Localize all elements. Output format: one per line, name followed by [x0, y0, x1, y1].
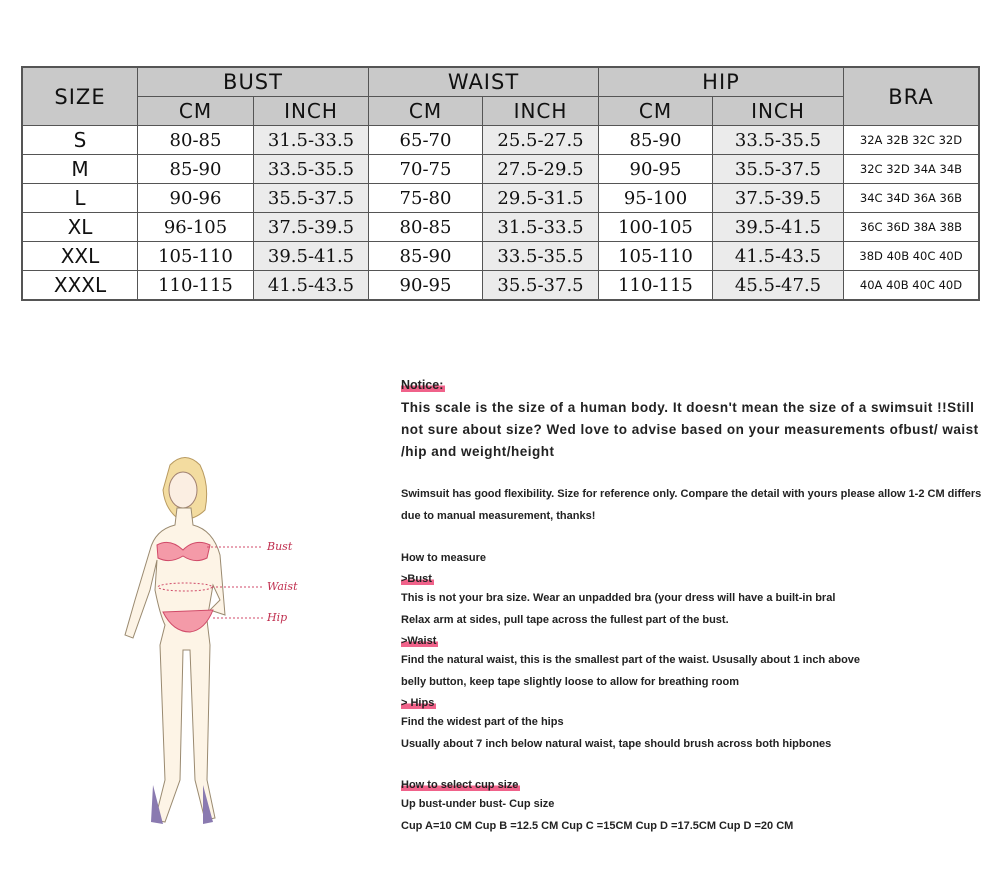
- cell-size: XL: [21, 212, 138, 242]
- size-notes: Notice: This scale is the size of a huma…: [401, 376, 991, 837]
- cell-waist-in: 25.5-27.5: [482, 125, 599, 155]
- cell-bust-in: 37.5-39.5: [253, 212, 369, 242]
- flexibility-text: Swimsuit has good flexibility. Size for …: [401, 488, 982, 522]
- cell-hip-cm: 110-115: [598, 270, 713, 301]
- cell-bra: 34C 34D 36A 36B: [843, 183, 980, 213]
- header-size: SIZE: [21, 66, 138, 126]
- subheader-cm: CM: [368, 96, 483, 126]
- cell-bra: 40A 40B 40C 40D: [843, 270, 980, 301]
- header-bra: BRA: [843, 66, 980, 126]
- cell-hip-cm: 85-90: [598, 125, 713, 155]
- cup-size-title: How to select cup size: [401, 779, 521, 791]
- cell-size: S: [21, 125, 138, 155]
- cell-hip-in: 45.5-47.5: [712, 270, 844, 301]
- waist-title: >Waist: [401, 635, 439, 647]
- cell-hip-cm: 95-100: [598, 183, 713, 213]
- hips-line-2: Usually about 7 inch below natural waist…: [401, 738, 832, 750]
- bust-label: Bust: [266, 540, 293, 553]
- cell-waist-in: 33.5-35.5: [482, 241, 599, 271]
- waist-line-2: belly button, keep tape slightly loose t…: [401, 676, 739, 688]
- size-chart-table: SIZE BUST WAIST HIP BRA CM INCH CM INCH …: [21, 66, 980, 301]
- cell-hip-in: 41.5-43.5: [712, 241, 844, 271]
- subheader-cm: CM: [137, 96, 254, 126]
- cell-bra: 32C 32D 34A 34B: [843, 154, 980, 184]
- table-row: XXXL 110-115 41.5-43.5 90-95 35.5-37.5 110-11…: [21, 270, 980, 301]
- hip-label: Hip: [266, 611, 287, 624]
- cell-bust-cm: 96-105: [137, 212, 254, 242]
- how-to-measure-heading: How to measure: [401, 552, 486, 564]
- cell-hip-cm: 105-110: [598, 241, 713, 271]
- cell-hip-cm: 100-105: [598, 212, 713, 242]
- bust-title: >Bust: [401, 573, 434, 585]
- cell-hip-in: 37.5-39.5: [712, 183, 844, 213]
- cell-waist-cm: 75-80: [368, 183, 483, 213]
- subheader-inch: INCH: [253, 96, 369, 126]
- notice-title: Notice:: [401, 378, 446, 392]
- cell-waist-in: 27.5-29.5: [482, 154, 599, 184]
- cell-bust-cm: 110-115: [137, 270, 254, 301]
- cell-waist-cm: 85-90: [368, 241, 483, 271]
- header-hip: HIP: [598, 66, 844, 97]
- cell-bust-in: 31.5-33.5: [253, 125, 369, 155]
- cell-size: L: [21, 183, 138, 213]
- cell-waist-in: 35.5-37.5: [482, 270, 599, 301]
- cell-hip-cm: 90-95: [598, 154, 713, 184]
- waist-line-1: Find the natural waist, this is the smal…: [401, 654, 861, 666]
- cell-size: XXXL: [21, 270, 138, 301]
- cell-bust-cm: 90-96: [137, 183, 254, 213]
- cell-hip-in: 35.5-37.5: [712, 154, 844, 184]
- header-bust: BUST: [137, 66, 369, 97]
- cell-bra: 32A 32B 32C 32D: [843, 125, 980, 155]
- cell-bust-cm: 105-110: [137, 241, 254, 271]
- cell-size: XXL: [21, 241, 138, 271]
- cell-waist-in: 31.5-33.5: [482, 212, 599, 242]
- subheader-inch: INCH: [712, 96, 844, 126]
- cell-bra: 36C 36D 38A 38B: [843, 212, 980, 242]
- cell-bust-in: 35.5-37.5: [253, 183, 369, 213]
- bust-line-1: This is not your bra size. Wear an unpad…: [401, 592, 836, 604]
- cell-bust-in: 39.5-41.5: [253, 241, 369, 271]
- notice-text: This scale is the size of a human body. …: [401, 400, 979, 459]
- table-row: L 90-96 35.5-37.5 75-80 29.5-31.5 95-100 37.5-…: [21, 183, 980, 213]
- cell-waist-in: 29.5-31.5: [482, 183, 599, 213]
- cell-waist-cm: 80-85: [368, 212, 483, 242]
- cell-bust-in: 33.5-35.5: [253, 154, 369, 184]
- hips-line-1: Find the widest part of the hips: [401, 716, 564, 728]
- subheader-inch: INCH: [482, 96, 599, 126]
- woman-figure-illustration: Bust Waist Hip: [124, 457, 298, 824]
- cup-line-2: Cup A=10 CM Cup B =12.5 CM Cup C =15CM C…: [401, 820, 794, 832]
- table-row: XL 96-105 37.5-39.5 80-85 31.5-33.5 100-105 39…: [21, 212, 980, 242]
- header-waist: WAIST: [368, 66, 599, 97]
- cell-waist-cm: 70-75: [368, 154, 483, 184]
- bust-line-2: Relax arm at sides, pull tape across the…: [401, 614, 729, 626]
- body-measurement-figure: Bust Waist Hip: [95, 450, 325, 844]
- cell-hip-in: 33.5-35.5: [712, 125, 844, 155]
- cell-bust-cm: 85-90: [137, 154, 254, 184]
- hips-title: > Hips: [401, 697, 437, 709]
- cell-waist-cm: 65-70: [368, 125, 483, 155]
- cell-hip-in: 39.5-41.5: [712, 212, 844, 242]
- subheader-cm: CM: [598, 96, 713, 126]
- cup-line-1: Up bust-under bust- Cup size: [401, 798, 555, 810]
- table-row: S 80-85 31.5-33.5 65-70 25.5-27.5 85-90 33.5-3…: [21, 125, 980, 155]
- table-row: XXL 105-110 39.5-41.5 85-90 33.5-35.5 105-110…: [21, 241, 980, 271]
- waist-label: Waist: [267, 580, 298, 593]
- cell-size: M: [21, 154, 138, 184]
- table-row: M 85-90 33.5-35.5 70-75 27.5-29.5 90-95 35.5-3…: [21, 154, 980, 184]
- cell-bra: 38D 40B 40C 40D: [843, 241, 980, 271]
- cell-bust-in: 41.5-43.5: [253, 270, 369, 301]
- cell-waist-cm: 90-95: [368, 270, 483, 301]
- cell-bust-cm: 80-85: [137, 125, 254, 155]
